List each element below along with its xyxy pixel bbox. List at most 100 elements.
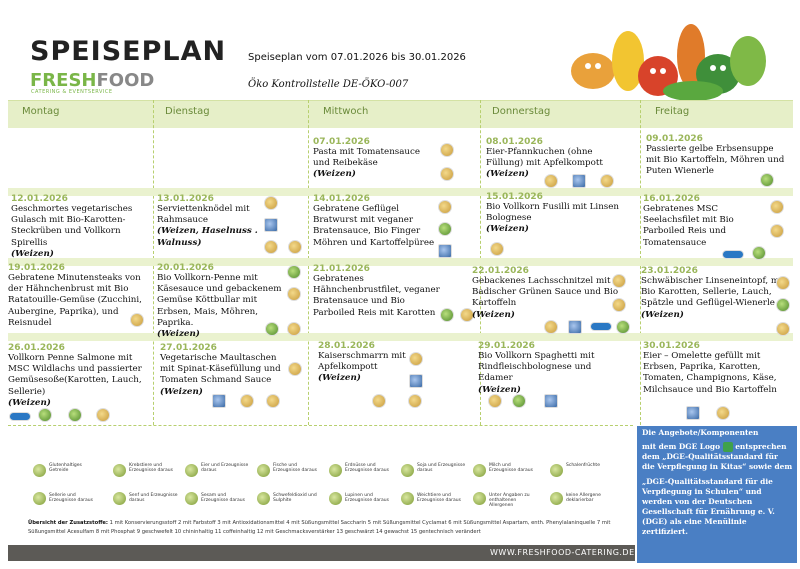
menu-date: 22.01.2026 xyxy=(472,266,529,276)
menu-date: 19.01.2026 xyxy=(8,263,65,273)
eco-control-label: Öko Kontrollstelle DE-ÖKO-007 xyxy=(248,79,409,90)
pasta-icon xyxy=(287,287,301,301)
menu-allergens: (Weizen) xyxy=(486,224,529,235)
brand-food: FOOD xyxy=(96,70,155,91)
menu-allergens: (Weizen) xyxy=(318,373,361,384)
menu-date: 30.01.2026 xyxy=(643,341,700,351)
day-wednesday: Mittwoch xyxy=(323,106,369,117)
brand-subtitle: CATERING & EVENTSERVICE xyxy=(31,89,113,95)
menu-dish: Eier – Omelette gefüllt mit Erbsen, Papr… xyxy=(643,351,777,395)
wheat-icon xyxy=(408,394,422,408)
legend-milk: Milch und Erzeugnisse daraus xyxy=(489,463,533,473)
menu-dish: Gebratenes Hähnchenbrustfilet, veganer B… xyxy=(313,274,440,318)
milk-icon xyxy=(544,394,558,408)
menu-cell-08-01: 08.01.2026 Eier-Pfannkuchen (ohne Füllun… xyxy=(486,137,626,181)
celery-icon xyxy=(438,222,452,236)
menu-dish: Bio Vollkorn Spaghetti mit Rindfleischbo… xyxy=(478,351,595,384)
menu-cell-16-01: 16.01.2026 Gebratenes MSC Seelachsfilet … xyxy=(643,194,753,249)
milk-icon xyxy=(212,394,226,408)
menu-allergens: (Weizen) xyxy=(472,309,515,320)
egg-icon xyxy=(716,406,730,420)
menu-date: 23.01.2026 xyxy=(641,266,698,276)
wheat-icon xyxy=(544,174,558,188)
menu-cell-27-01: 27.01.2026 Vegetarische Maultaschen mit … xyxy=(160,343,285,398)
menu-cell-26-01: 26.01.2026 Vollkorn Penne Salmone mit MS… xyxy=(8,343,148,409)
menu-allergens: (Weizen) xyxy=(11,248,54,259)
day-friday: Freitag xyxy=(655,106,690,117)
fish-icon xyxy=(752,246,766,260)
menu-dish: Eier-Pfannkuchen (ohne Füllung) mit Apfe… xyxy=(486,147,603,169)
menu-dish: Vegetarische Maultaschen mit Spinat-Käse… xyxy=(160,353,281,386)
menu-date: 26.01.2026 xyxy=(8,343,65,353)
dumpling-icon xyxy=(264,196,278,210)
celery-icon xyxy=(33,492,46,505)
legend-divider xyxy=(8,425,633,426)
menu-date: 14.01.2026 xyxy=(313,194,370,204)
legend-none: keine Allergene deklarierbar xyxy=(566,493,601,503)
wheat-icon xyxy=(96,408,110,422)
menu-cell-23-01: 23.01.2026 Schwäbischer Linseneintopf, m… xyxy=(641,266,793,321)
menu-allergens: (Weizen) xyxy=(313,169,356,180)
menu-dish: Kaiserschmarrn mit Apfelkompott xyxy=(318,351,406,373)
vegetable-icon xyxy=(287,265,301,279)
menu-dish: Pasta mit Tomatensauce und Reibekäse xyxy=(313,147,421,169)
menu-date: 07.01.2026 xyxy=(313,137,370,147)
dumpling-icon xyxy=(288,362,302,376)
menu-date: 29.01.2026 xyxy=(478,341,535,351)
mollusc-icon xyxy=(401,492,414,505)
sesame-icon xyxy=(185,492,198,505)
legend-fish: Fische und Erzeugnisse daraus xyxy=(273,463,317,473)
wheat-icon xyxy=(287,322,301,336)
day-tuesday: Dienstag xyxy=(165,106,210,117)
legend-peanut: Erdnüsse und Erzeugnisse daraus xyxy=(345,463,389,473)
dge-line2: mit dem DGE Logo entsprechen dem „DGE-Qu… xyxy=(642,442,793,472)
fish-fillet-icon xyxy=(770,200,784,214)
egg-icon xyxy=(185,464,198,477)
nuts-icon xyxy=(264,240,278,254)
salmon-icon xyxy=(612,274,626,288)
menu-dish: Vollkorn Penne Salmone mit MSC Wildlachs… xyxy=(8,353,142,397)
menu-cell-22-01: 22.01.2026 Gebackenes Lachsschnitzel mit… xyxy=(472,266,632,321)
menu-date: 20.01.2026 xyxy=(157,263,214,273)
milk-icon xyxy=(409,374,423,388)
menu-cell-12-01: 12.01.2026 Geschmortes vegetarisches Gul… xyxy=(11,194,151,260)
menu-cell-09-01: 09.01.2026 Passierte gelbe Erbsensuppe m… xyxy=(646,134,786,178)
fish-icon xyxy=(257,464,270,477)
wheat-icon xyxy=(776,322,790,336)
weekday-header-bar xyxy=(8,100,793,128)
wheat-icon xyxy=(266,394,280,408)
menu-date: 21.01.2026 xyxy=(313,264,370,274)
celery-icon xyxy=(760,173,774,187)
egg-icon xyxy=(372,394,386,408)
dge-certification-box: Die Angebote/Komponenten mit dem DGE Log… xyxy=(637,426,797,563)
week-separator xyxy=(8,188,793,196)
legend-soy: Soja und Erzeugnisse daraus xyxy=(417,463,466,473)
dge-line3: „DGE-Qualitätsstandard für die Verpflegu… xyxy=(642,477,775,536)
menu-dish: Schwäbischer Linseneintopf, mit Bio Karo… xyxy=(641,276,786,309)
menu-dish: Serviettenknödel mit Rahmsauce xyxy=(157,204,250,226)
day-monday: Montag xyxy=(22,106,60,117)
sulphite-icon xyxy=(257,492,270,505)
rice-icon xyxy=(770,224,784,238)
dge-line2a: mit dem DGE Logo xyxy=(642,442,721,451)
wheat-icon xyxy=(288,240,302,254)
menu-dish: Gebratene Minutensteaks von der Hähnchen… xyxy=(8,273,142,328)
stew-icon xyxy=(776,276,790,290)
menu-dish: Gebratenes MSC Seelachsfilet mit Bio Par… xyxy=(643,204,734,248)
menu-cell-07-01: 07.01.2026 Pasta mit Tomatensauce und Re… xyxy=(313,137,433,181)
rice-icon xyxy=(460,308,474,322)
menu-allergens: (Weizen) xyxy=(160,386,203,397)
dge-line2b: entsprechen dem „DGE-Qualitätsstandard f… xyxy=(642,442,793,471)
dge-logo-icon xyxy=(722,442,733,452)
menu-allergens: (Weizen) xyxy=(478,384,521,395)
menu-allergens: (Weizen) xyxy=(641,309,684,320)
menu-date: 08.01.2026 xyxy=(486,137,543,147)
leaf-icon xyxy=(265,322,279,336)
menu-cell-20-01: 20.01.2026 Bio Vollkorn-Penne mit Käsesa… xyxy=(157,263,285,340)
footer-url[interactable]: WWW.FRESHFOOD-CATERING.DE xyxy=(490,548,635,557)
legend-lupin: Lupinen und Erzeugnisse daraus xyxy=(345,493,389,503)
vegetables-illustration xyxy=(571,24,766,101)
menu-date: 28.01.2026 xyxy=(318,341,375,351)
menu-period: Speiseplan vom 07.01.2026 bis 30.01.2026 xyxy=(248,52,466,63)
pasta-icon xyxy=(440,143,454,157)
